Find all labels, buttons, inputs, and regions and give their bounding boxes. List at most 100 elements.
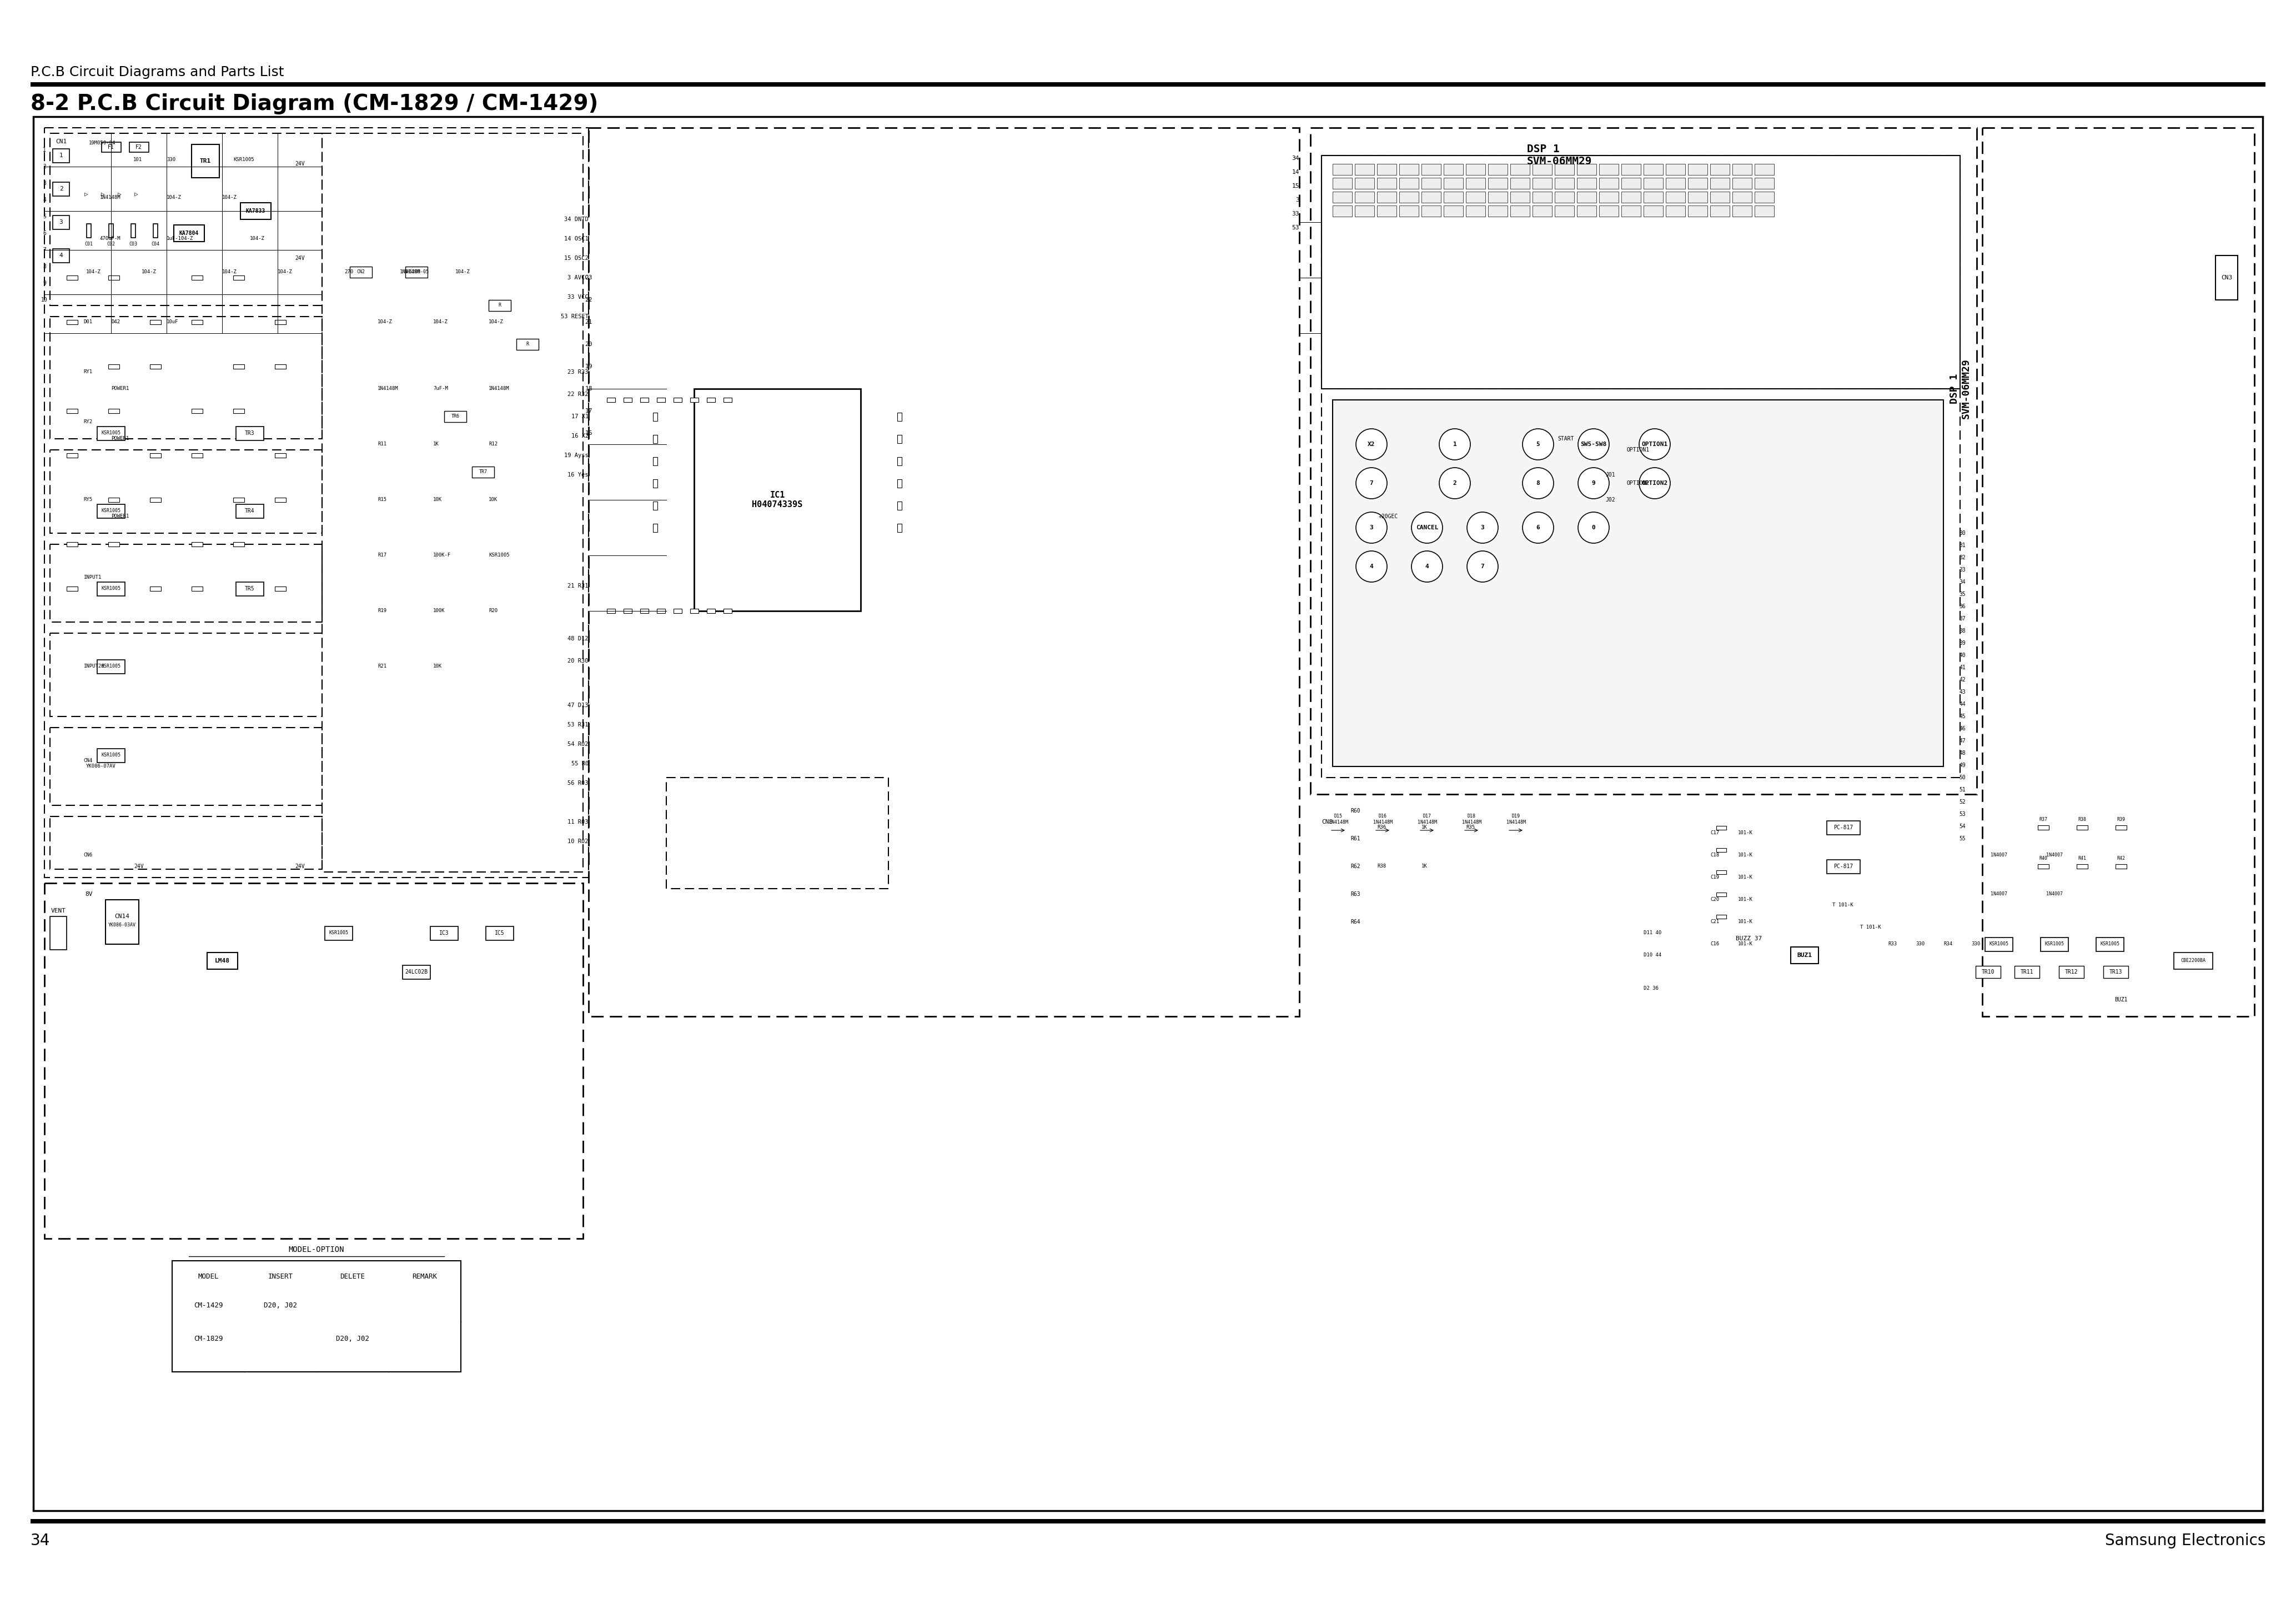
Bar (67, 409, 78, 412)
Bar (149, 497, 161, 502)
Bar (657, 609, 666, 614)
Text: 23: 23 (585, 274, 592, 281)
Bar (606, 609, 615, 614)
Circle shape (1522, 468, 1554, 499)
Text: 2: 2 (1453, 481, 1456, 486)
Bar (1465, 164, 1486, 175)
Text: 104-Z: 104-Z (278, 270, 292, 274)
Bar (606, 398, 615, 403)
Bar (1621, 164, 1642, 175)
Bar (1644, 192, 1662, 203)
Bar (1598, 192, 1619, 203)
Circle shape (1467, 512, 1497, 542)
Bar (641, 609, 647, 614)
Text: 51: 51 (1958, 788, 1965, 793)
Text: 1K: 1K (1421, 825, 1428, 830)
Bar (1717, 825, 1727, 830)
Bar (106, 900, 138, 944)
Bar (1378, 206, 1396, 216)
Bar (707, 398, 714, 403)
Text: 330: 330 (168, 158, 174, 162)
Circle shape (1440, 468, 1469, 499)
Bar (1322, 388, 1961, 778)
Text: MODEL-OPTION: MODEL-OPTION (289, 1246, 344, 1254)
Bar (673, 609, 682, 614)
Bar (96, 659, 124, 674)
Text: KSR1005: KSR1005 (101, 586, 122, 591)
Bar (1688, 192, 1708, 203)
Bar (53, 182, 69, 197)
Bar (2076, 864, 2087, 869)
Bar (622, 609, 631, 614)
Text: 24V: 24V (133, 864, 145, 869)
Text: C20: C20 (1711, 896, 1720, 903)
Bar (1717, 848, 1727, 851)
Bar (1488, 192, 1508, 203)
Text: 43: 43 (1958, 689, 1965, 695)
Text: 37: 37 (1958, 615, 1965, 622)
Text: 24V: 24V (294, 864, 305, 869)
Bar (51, 317, 321, 438)
Circle shape (1412, 551, 1442, 581)
Bar (1577, 192, 1596, 203)
Text: R37: R37 (2039, 817, 2048, 822)
Text: 53 RESET: 53 RESET (560, 313, 588, 320)
Bar (67, 320, 78, 325)
Bar (234, 276, 243, 279)
Bar (1621, 177, 1642, 188)
Circle shape (1357, 429, 1387, 460)
Text: DSP 1
SVM-06MM29: DSP 1 SVM-06MM29 (1949, 359, 1970, 419)
Bar (1488, 177, 1508, 188)
Bar (207, 953, 236, 970)
Text: CANCEL: CANCEL (1417, 525, 1437, 531)
Text: YK086-07AV: YK086-07AV (85, 763, 115, 768)
Bar (622, 398, 631, 403)
Bar (2103, 966, 2128, 978)
Bar (131, 224, 135, 237)
Bar (898, 435, 902, 443)
Bar (487, 926, 514, 940)
Text: OPTION2: OPTION2 (1626, 481, 1649, 486)
Bar (1465, 206, 1486, 216)
Text: R: R (498, 304, 501, 309)
Bar (1986, 937, 2014, 952)
Bar (1554, 206, 1575, 216)
Text: KSR1005: KSR1005 (234, 158, 255, 162)
Text: 104-Z: 104-Z (377, 320, 393, 325)
Bar (1488, 206, 1508, 216)
Circle shape (1412, 512, 1442, 542)
Bar (51, 633, 321, 716)
Text: BUZ1: BUZ1 (2115, 997, 2128, 1002)
Bar (723, 609, 732, 614)
Bar (898, 523, 902, 531)
Text: 30: 30 (1958, 531, 1965, 536)
Text: 33: 33 (1958, 567, 1965, 573)
Text: REMARK: REMARK (413, 1273, 436, 1280)
Text: CN4: CN4 (83, 758, 92, 763)
Bar (2216, 255, 2239, 300)
Bar (1444, 206, 1463, 216)
Bar (96, 749, 124, 762)
Bar (489, 300, 510, 312)
Text: 104-Z: 104-Z (250, 237, 264, 242)
Bar (1398, 164, 1419, 175)
Bar (96, 581, 124, 596)
Bar (1465, 177, 1486, 188)
Text: 34: 34 (1293, 156, 1300, 161)
Text: C19: C19 (1711, 875, 1720, 880)
Bar (149, 453, 161, 458)
Bar (1465, 192, 1486, 203)
Text: SH6200-05: SH6200-05 (404, 270, 429, 274)
Text: 38: 38 (1958, 628, 1965, 633)
Text: R34: R34 (1942, 942, 1952, 947)
Bar (1577, 206, 1596, 216)
Bar (241, 203, 271, 219)
Text: 55 R0: 55 R0 (572, 762, 588, 767)
Text: R64: R64 (1350, 919, 1362, 924)
Text: C04: C04 (152, 242, 161, 247)
Text: R42: R42 (2117, 856, 2126, 861)
Bar (429, 926, 459, 940)
Text: VENT: VENT (51, 908, 67, 914)
Bar (1355, 177, 1375, 188)
Bar (1754, 206, 1775, 216)
